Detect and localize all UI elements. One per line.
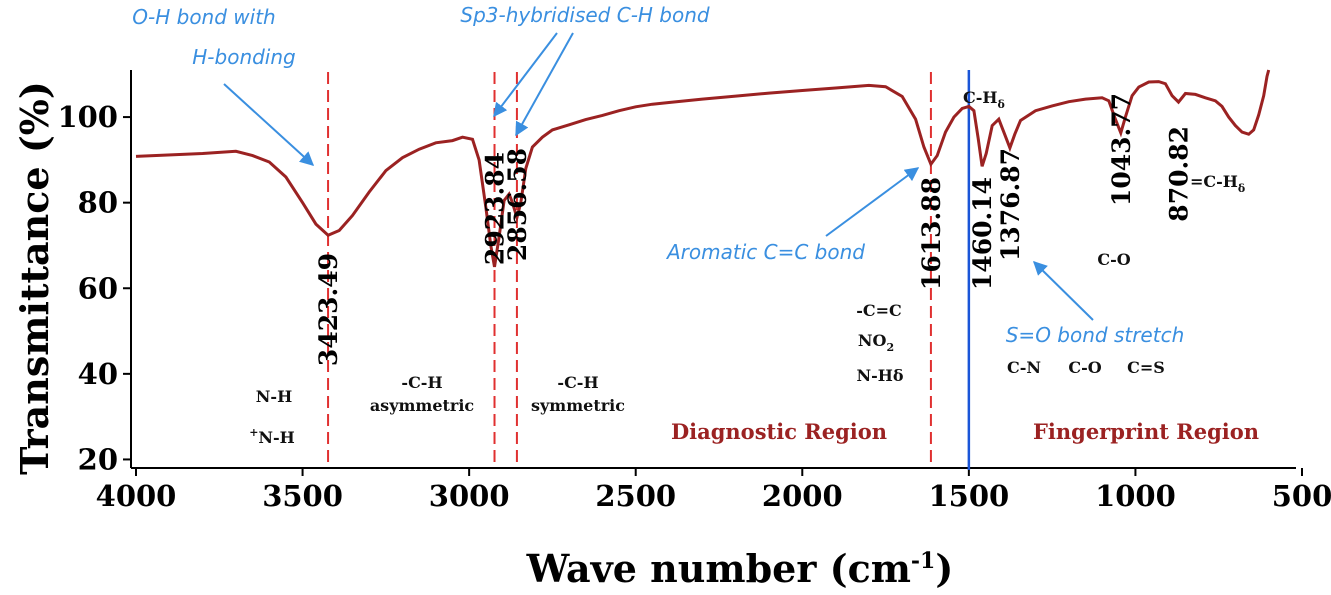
region-diagnostic: Diagnostic Region xyxy=(671,419,887,444)
y-tick-label: 80 xyxy=(78,186,118,220)
y-ticks: 20 40 60 80 100 xyxy=(57,100,131,476)
peak-label: 870.82 xyxy=(1165,126,1194,222)
arrow-aromatic xyxy=(825,167,920,237)
group-ch-asym-2: asymmetric xyxy=(370,396,475,415)
group-co-mid: C-O xyxy=(1097,250,1130,269)
group-eq-chd: =C-Hδ xyxy=(1190,172,1245,195)
note-so: S=O bond stretch xyxy=(1006,323,1185,347)
note-oh-line1: O-H bond with xyxy=(132,5,275,29)
peak-label: 2923.84 xyxy=(481,152,510,265)
arrow-oh xyxy=(223,83,315,166)
x-tick-label: 2500 xyxy=(595,479,676,513)
region-fingerprint: Fingerprint Region xyxy=(1033,419,1259,444)
group-cc: -C=C xyxy=(856,301,902,320)
arrow-so xyxy=(1033,261,1094,321)
x-tick-label: 3000 xyxy=(429,479,510,513)
series-line xyxy=(135,69,1271,268)
peak-lines xyxy=(327,72,932,468)
group-co: C-O xyxy=(1068,358,1101,377)
arrow-sp3-sym xyxy=(515,32,574,137)
group-cs: C=S xyxy=(1127,358,1165,377)
note-sp3: Sp3-hybridised C-H bond xyxy=(460,3,710,27)
y-axis-title: Transmittance (%) xyxy=(12,81,57,475)
y-tick-label: 100 xyxy=(57,100,118,134)
x-tick-label: 500 xyxy=(1272,479,1331,513)
peak-label: 1043.77 xyxy=(1107,93,1136,206)
x-axis-title: Wave number (cm-1) xyxy=(526,546,954,591)
peak-label: 1376.87 xyxy=(996,148,1025,261)
group-nh-plus: +N-H xyxy=(249,426,295,447)
group-ch-sym-1: -C-H xyxy=(557,373,598,392)
peak-label: 3423.49 xyxy=(314,253,343,366)
x-tick-label: 4000 xyxy=(96,479,177,513)
peak-label: 1613.88 xyxy=(917,177,946,290)
peak-label: 1460.14 xyxy=(968,177,997,290)
x-ticks: 4000 3500 3000 2500 2000 1500 1000 500 xyxy=(96,468,1331,513)
group-ch-asym-1: -C-H xyxy=(401,373,442,392)
group-no2: NO2 xyxy=(858,331,894,354)
group-cn: C-N xyxy=(1007,358,1041,377)
note-aromatic: Aromatic C=C bond xyxy=(665,240,865,264)
x-tick-label: 1500 xyxy=(928,479,1009,513)
arrow-sp3-asym xyxy=(493,32,558,118)
group-nhd: N-Hδ xyxy=(856,366,903,385)
group-chd: C-Hδ xyxy=(963,88,1005,111)
y-tick-label: 40 xyxy=(78,357,118,391)
note-oh-line2: H-bonding xyxy=(192,45,296,69)
x-tick-label: 3500 xyxy=(262,479,343,513)
group-nh: N-H xyxy=(256,387,292,406)
group-ch-sym-2: symmetric xyxy=(531,396,625,415)
x-tick-label: 2000 xyxy=(762,479,843,513)
x-tick-label: 1000 xyxy=(1095,479,1176,513)
y-tick-label: 20 xyxy=(78,442,118,476)
peak-label: 2856.58 xyxy=(503,148,532,261)
y-tick-label: 60 xyxy=(78,271,118,305)
